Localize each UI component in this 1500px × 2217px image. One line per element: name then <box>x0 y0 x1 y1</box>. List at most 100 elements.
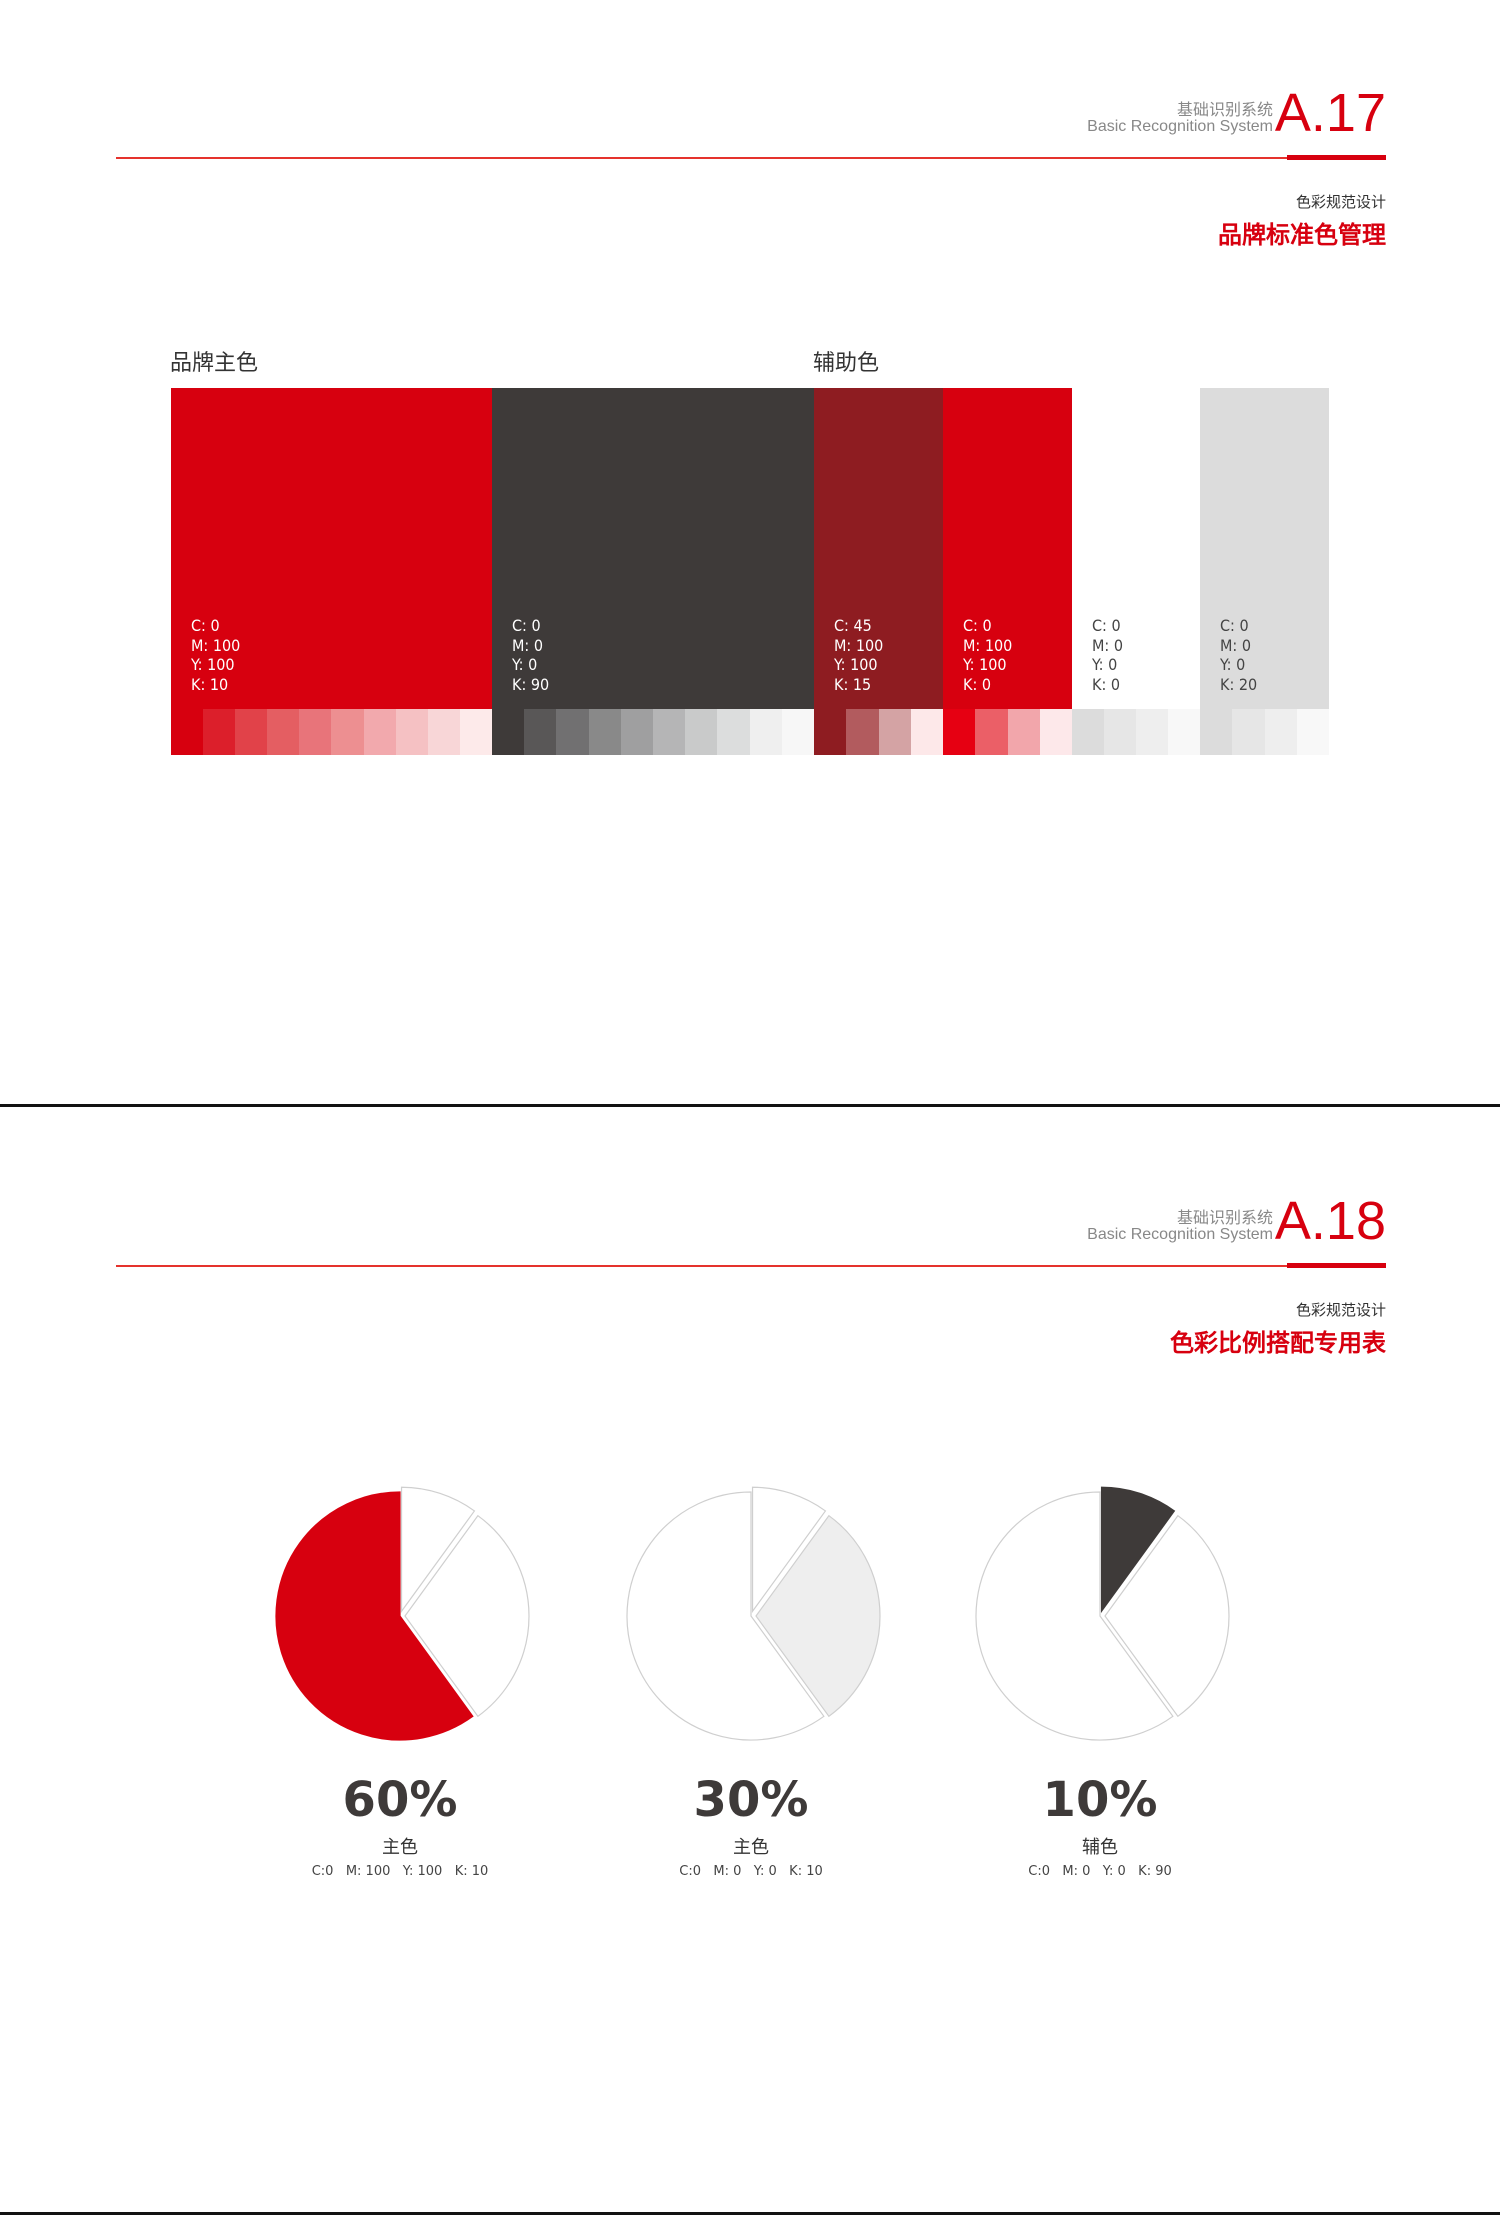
tint-cell <box>1168 709 1200 755</box>
page-number: A.17 <box>1274 83 1386 143</box>
pie-slice <box>975 1491 1174 1741</box>
tint-cell <box>878 709 911 755</box>
cmyk-y: Y: 0 <box>512 655 538 674</box>
pie-slice <box>626 1491 825 1741</box>
cmyk-y: Y: 100 <box>963 655 1007 674</box>
cmyk-y: Y: 0 <box>1220 655 1246 674</box>
section-subtitle: 色彩规范设计 <box>1295 1301 1386 1319</box>
tint-cell <box>1072 709 1104 755</box>
color-swatch: C: 0 M: 0 Y: 0 K: 20 <box>1200 388 1329 709</box>
tint-cell <box>1136 709 1168 755</box>
cmyk-k: K: 20 <box>1220 674 1258 694</box>
cmyk-c: C: 0 <box>191 616 220 635</box>
tint-cell <box>524 709 557 755</box>
tint-cell <box>781 709 815 755</box>
cmyk-c: C: 0 <box>963 616 992 635</box>
cmyk-k: K: 15 <box>834 674 872 694</box>
pie-cmyk: C:0 M: 100 Y: 100 K: 10 <box>311 1864 489 1879</box>
pie-slice <box>755 1514 881 1718</box>
cmyk-y: Y: 100 <box>191 655 235 674</box>
tint-cell <box>203 709 236 755</box>
cmyk-k: K: 10 <box>191 674 229 694</box>
cmyk-values: C: 0 M: 0 Y: 0 K: 90 <box>512 616 549 694</box>
tint-cell <box>620 709 654 755</box>
cmyk-k: K: 0 <box>1092 674 1121 694</box>
pie-percent: 30% <box>693 1772 809 1828</box>
page-a18: 基础识别系统 Basic Recognition System A.18 色彩规… <box>0 1108 1500 2213</box>
color-swatch: C: 0 M: 100 Y: 100 K: 0 <box>943 388 1072 709</box>
header-divider <box>116 1265 1386 1267</box>
pie-label: 辅色 <box>1082 1837 1118 1858</box>
tint-cell <box>846 709 879 755</box>
tint-cell <box>459 709 492 755</box>
tint-cell <box>299 709 332 755</box>
cmyk-c: C: 45 <box>834 616 872 635</box>
tint-cell <box>717 709 750 755</box>
tint-strip <box>1072 709 1200 755</box>
cmyk-values: C: 0 M: 100 Y: 100 K: 0 <box>963 616 1012 694</box>
cmyk-m: M: 100 <box>834 635 884 655</box>
cmyk-y: Y: 100 <box>834 655 878 674</box>
pie-slice <box>1100 1486 1176 1614</box>
pie-slice <box>751 1486 827 1614</box>
tint-cell <box>1232 709 1265 755</box>
tint-strip <box>814 709 943 755</box>
tint-cell <box>653 709 686 755</box>
pie-slice <box>404 1514 530 1718</box>
header-en: Basic Recognition System <box>1087 118 1273 135</box>
cmyk-m: M: 100 <box>963 635 1013 655</box>
cmyk-m: M: 0 <box>512 635 543 655</box>
tint-strip <box>1200 709 1329 755</box>
pie-cmyk: C:0 M: 0 Y: 0 K: 10 <box>679 1864 823 1879</box>
page-title: 色彩比例搭配专用表 <box>1170 1329 1386 1357</box>
pie-chart <box>975 1486 1230 1741</box>
tint-strip <box>943 709 1072 755</box>
color-swatch: C: 0 M: 0 Y: 0 K: 0 <box>1072 388 1200 709</box>
pie-label: 主色 <box>382 1837 418 1858</box>
page-bottom-line <box>0 2212 1500 2215</box>
pie-slice <box>400 1486 476 1614</box>
tint-cell <box>395 709 428 755</box>
header-divider <box>116 157 1386 159</box>
pie-percent: 60% <box>342 1772 458 1828</box>
tint-cell <box>331 709 364 755</box>
color-swatch: C: 0 M: 0 Y: 0 K: 90 <box>492 388 814 709</box>
header-accent-bar <box>1287 1263 1386 1268</box>
pie-slice <box>275 1491 474 1741</box>
section-subtitle: 色彩规范设计 <box>1295 193 1386 211</box>
tint-cell <box>1104 709 1136 755</box>
pie-label: 主色 <box>733 1837 769 1858</box>
tint-cell <box>943 709 976 755</box>
tint-cell <box>1200 709 1233 755</box>
cmyk-c: C: 0 <box>512 616 541 635</box>
tint-strip <box>171 709 492 755</box>
tint-cell <box>1039 709 1072 755</box>
cmyk-y: Y: 0 <box>1092 655 1118 674</box>
tint-cell <box>363 709 396 755</box>
pie-cmyk: C:0 M: 0 Y: 0 K: 90 <box>1028 1864 1172 1879</box>
page-a17: 基础识别系统 Basic Recognition System A.17 色彩规… <box>0 0 1500 1105</box>
tint-cell <box>267 709 300 755</box>
secondary-color-label: 辅助色 <box>813 351 880 376</box>
tint-cell <box>492 709 525 755</box>
tint-cell <box>814 709 847 755</box>
page-separator <box>0 1104 1500 1107</box>
primary-color-label: 品牌主色 <box>170 351 259 376</box>
tint-cell <box>556 709 589 755</box>
pie-slice <box>1104 1514 1230 1718</box>
tint-strip <box>492 709 815 755</box>
tint-cell <box>171 709 204 755</box>
tint-cell <box>1007 709 1040 755</box>
cmyk-values: C: 45 M: 100 Y: 100 K: 15 <box>834 616 883 694</box>
color-swatch: C: 0 M: 100 Y: 100 K: 10 <box>171 388 492 709</box>
cmyk-values: C: 0 M: 0 Y: 0 K: 20 <box>1220 616 1257 694</box>
cmyk-c: C: 0 <box>1220 616 1249 635</box>
tint-cell <box>1264 709 1297 755</box>
pie-chart <box>626 1486 881 1741</box>
cmyk-m: M: 100 <box>191 635 241 655</box>
cmyk-values: C: 0 M: 100 Y: 100 K: 10 <box>191 616 240 694</box>
tint-cell <box>910 709 943 755</box>
page-title: 品牌标准色管理 <box>1218 221 1386 249</box>
page-number: A.18 <box>1274 1191 1386 1251</box>
cmyk-k: K: 90 <box>512 674 550 694</box>
